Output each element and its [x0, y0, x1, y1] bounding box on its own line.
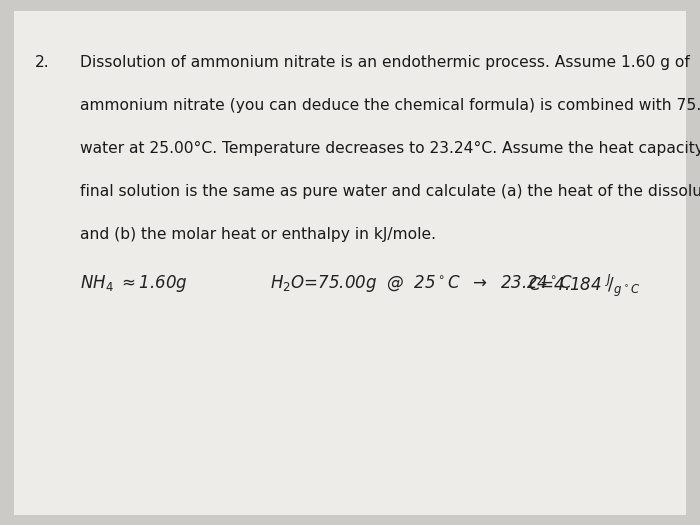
Text: ammonium nitrate (you can deduce the chemical formula) is combined with 75.00 g : ammonium nitrate (you can deduce the che…	[80, 98, 700, 113]
Text: NH$_4$ $\approx$1.60g: NH$_4$ $\approx$1.60g	[80, 273, 188, 294]
Text: 2.: 2.	[35, 55, 50, 70]
Text: Dissolution of ammonium nitrate is an endothermic process. Assume 1.60 g of: Dissolution of ammonium nitrate is an en…	[80, 55, 690, 70]
Text: H$_2$O=75.00g  @  25$^\circ$C  $\rightarrow$  23.24$^\circ$C: H$_2$O=75.00g @ 25$^\circ$C $\rightarrow…	[270, 273, 573, 294]
Text: water at 25.00°C. Temperature decreases to 23.24°C. Assume the heat capacity of : water at 25.00°C. Temperature decreases …	[80, 141, 700, 156]
Text: final solution is the same as pure water and calculate (a) the heat of the disso: final solution is the same as pure water…	[80, 184, 700, 200]
Text: and (b) the molar heat or enthalpy in kJ/mole.: and (b) the molar heat or enthalpy in kJ…	[80, 227, 437, 243]
Text: C=4.184 $^J\!/_{g^\circ C}$: C=4.184 $^J\!/_{g^\circ C}$	[528, 273, 640, 299]
